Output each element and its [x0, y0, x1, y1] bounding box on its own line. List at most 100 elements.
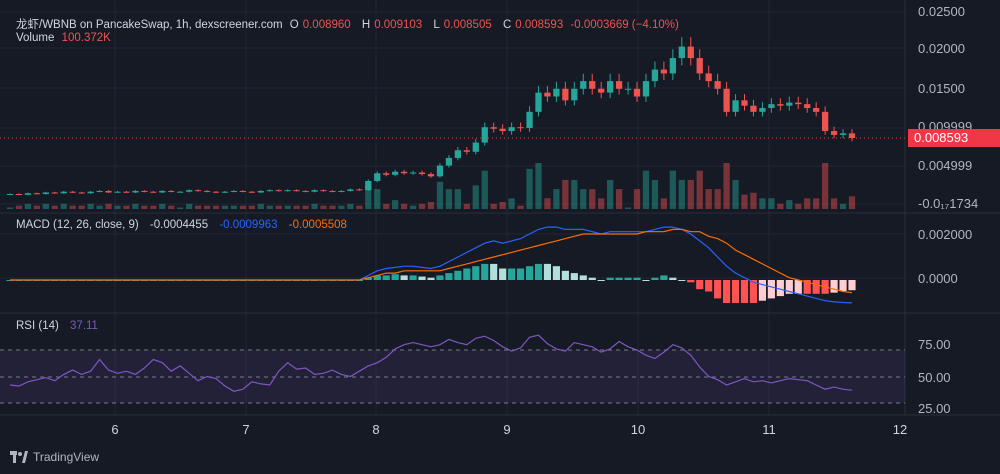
volume-bar — [203, 205, 211, 209]
volume-bar — [365, 185, 372, 209]
candle-body — [33, 193, 41, 195]
volume-bar — [311, 203, 318, 209]
candle-body — [804, 104, 811, 108]
candle-body — [687, 46, 694, 59]
volume-bar — [374, 189, 381, 209]
macd-histogram-bar — [696, 280, 704, 290]
volume-legend: Volume 100.372K — [16, 32, 115, 44]
rsi-line — [9, 334, 853, 392]
volume-bar — [69, 205, 76, 209]
candle-body — [6, 194, 14, 196]
symbol-title[interactable]: 龙虾/WBNB on PancakeSwap, 1h, dexscreener.… — [16, 19, 283, 31]
candle-body — [795, 102, 802, 105]
volume-bar — [696, 170, 703, 209]
candle-body — [203, 190, 211, 192]
volume-bar — [33, 205, 41, 209]
candle-body — [723, 88, 730, 112]
rsi-label[interactable]: RSI (14) — [16, 320, 59, 332]
candle-body — [562, 88, 569, 101]
rsi-value: 37.11 — [70, 320, 98, 332]
candle-body — [454, 150, 462, 158]
candle-body — [714, 81, 721, 89]
volume-bar — [150, 205, 157, 209]
volume-bar — [114, 205, 121, 209]
macd-histogram-bar — [516, 268, 525, 280]
candle-body — [302, 190, 309, 192]
open-value: 0.008960 — [302, 19, 351, 31]
candle-body — [266, 190, 273, 192]
change-value: -0.0003669 (−4.10%) — [570, 19, 679, 31]
candle-body — [114, 191, 121, 193]
candle-body — [651, 69, 659, 82]
macd-axis-label: 0.0000 — [918, 271, 958, 286]
close-label: C — [502, 19, 512, 31]
macd-histogram-bar — [472, 266, 480, 280]
volume-bar — [24, 203, 32, 209]
candlesticks[interactable] — [6, 37, 856, 196]
volume-bar — [580, 189, 587, 209]
volume-bar — [481, 170, 488, 209]
candle-body — [96, 190, 103, 192]
volume-bar — [445, 189, 453, 209]
macd-histogram-bar — [776, 280, 784, 297]
candle-body — [15, 194, 23, 196]
low-label: L — [433, 19, 440, 31]
macd-histogram-bar — [499, 268, 507, 280]
volume-bar — [535, 163, 542, 209]
time-axis-label: 9 — [503, 422, 511, 437]
volume-bar — [624, 207, 632, 209]
tradingview-brand[interactable]: TradingView — [10, 450, 99, 464]
candle-body — [624, 88, 632, 90]
candle-body — [105, 190, 112, 193]
signal-line — [10, 228, 853, 294]
volume-bar — [168, 205, 175, 209]
candle-body — [159, 190, 166, 193]
candle-body — [186, 190, 193, 192]
volume-bar — [427, 201, 435, 209]
macd-histogram-bar — [534, 263, 543, 280]
volume-bar — [589, 189, 596, 209]
volume-bar — [768, 198, 775, 209]
volume-bar — [51, 205, 58, 209]
macd-histogram-bar — [624, 277, 632, 280]
tradingview-logo-icon — [10, 451, 28, 463]
volume-bar — [42, 203, 49, 209]
volume-bar — [356, 205, 363, 209]
macd-histogram-bar — [552, 266, 560, 280]
volume-bar — [418, 203, 426, 209]
candle-body — [230, 190, 238, 192]
candle-body — [365, 180, 372, 191]
volume-bar — [347, 203, 354, 209]
volume-bar — [141, 205, 148, 209]
volume-bar — [293, 205, 300, 209]
macd-histogram-bar — [454, 270, 462, 280]
candle-body — [132, 190, 139, 193]
macd-histogram-bar — [409, 275, 417, 280]
volume-label[interactable]: Volume — [16, 32, 55, 44]
price-axis-label: 0.02500 — [918, 4, 965, 19]
candle-body — [42, 192, 49, 195]
candle-body — [400, 171, 408, 174]
macd-histogram-bar — [731, 280, 740, 303]
candle-body — [338, 190, 345, 192]
candle-body — [678, 46, 685, 59]
volume-bar — [472, 185, 479, 209]
macd-histogram-bar — [705, 280, 713, 292]
volume-bar — [123, 205, 130, 209]
rsi-axis-label: 75.00 — [918, 337, 951, 352]
candle-body — [589, 81, 596, 89]
volume-bars — [6, 163, 856, 209]
macd-histogram-bar — [749, 280, 758, 303]
volume-bar — [463, 203, 470, 209]
macd-histogram-bar — [651, 277, 659, 280]
macd-histogram-bar — [723, 280, 731, 303]
volume-bar — [705, 189, 712, 209]
candle-body — [168, 190, 175, 192]
macd-label[interactable]: MACD (12, 26, close, 9) — [16, 219, 139, 231]
candle-body — [69, 191, 76, 193]
volume-bar — [284, 205, 291, 209]
macd-histogram-bar — [633, 277, 641, 280]
volume-bar — [275, 205, 282, 209]
time-axis-label: 11 — [762, 422, 776, 437]
